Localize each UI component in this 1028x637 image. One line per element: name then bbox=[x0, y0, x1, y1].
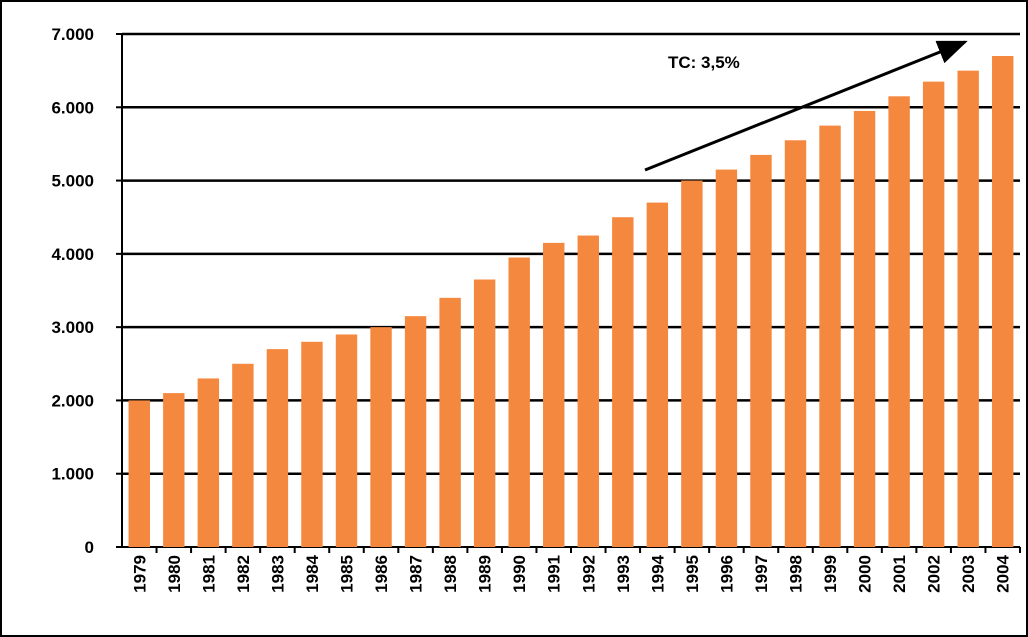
bar bbox=[715, 169, 738, 548]
bar bbox=[577, 235, 599, 548]
x-tick-label: 1999 bbox=[821, 555, 840, 593]
x-tick-label: 1996 bbox=[717, 555, 736, 593]
x-tick-label: 1982 bbox=[234, 555, 253, 593]
x-tick-label: 1990 bbox=[510, 555, 529, 593]
y-tick-label: 6.000 bbox=[51, 98, 94, 117]
y-tick-label: 2.000 bbox=[51, 391, 94, 410]
bar bbox=[163, 393, 185, 547]
y-tick-label: 5.000 bbox=[51, 172, 94, 191]
bar bbox=[197, 378, 220, 547]
bar bbox=[992, 55, 1014, 547]
x-tick-label: 1991 bbox=[545, 555, 564, 593]
bar bbox=[301, 341, 323, 547]
x-tick-label: 1995 bbox=[683, 555, 702, 593]
bar bbox=[922, 81, 945, 547]
x-tick-label: 2002 bbox=[925, 555, 944, 593]
bar bbox=[646, 202, 669, 548]
bar bbox=[128, 400, 150, 547]
x-tick-label: 2000 bbox=[856, 555, 875, 593]
x-tick-label: 2003 bbox=[959, 555, 978, 593]
x-tick-label: 1994 bbox=[648, 554, 667, 592]
x-tick-label: 1985 bbox=[338, 555, 357, 593]
x-tick-label: 1992 bbox=[579, 555, 598, 593]
bar bbox=[370, 327, 392, 547]
x-tick-label: 2001 bbox=[890, 555, 909, 593]
x-tick-label: 1981 bbox=[199, 555, 218, 593]
bar bbox=[335, 334, 358, 547]
bar bbox=[750, 154, 772, 547]
x-tick-label: 1983 bbox=[268, 555, 287, 593]
bar bbox=[266, 349, 289, 547]
x-tick-label: 1980 bbox=[165, 555, 184, 593]
trend-arrow bbox=[644, 40, 968, 172]
bar bbox=[508, 257, 530, 547]
x-tick-label: 1998 bbox=[787, 555, 806, 593]
bar bbox=[853, 110, 876, 547]
bar bbox=[888, 96, 910, 548]
x-tick-label: 1984 bbox=[303, 554, 322, 592]
x-tick-label: 1986 bbox=[372, 555, 391, 593]
bar bbox=[232, 363, 254, 547]
annotation: TC: 3,5% bbox=[668, 53, 740, 72]
bar bbox=[957, 70, 979, 548]
x-tick-label: 1993 bbox=[614, 555, 633, 593]
bar bbox=[473, 279, 496, 547]
y-tick-label: 1.000 bbox=[51, 465, 94, 484]
bar bbox=[404, 316, 427, 547]
x-tick-label: 1997 bbox=[752, 555, 771, 593]
x-tick-label: 2004 bbox=[994, 554, 1013, 592]
x-tick-label: 1989 bbox=[476, 555, 495, 593]
bar bbox=[681, 180, 703, 548]
x-tick-label: 1988 bbox=[441, 555, 460, 593]
bar bbox=[612, 217, 634, 547]
y-tick-label: 7.000 bbox=[51, 25, 94, 44]
y-tick-label: 3.000 bbox=[51, 318, 94, 337]
bar bbox=[819, 125, 841, 547]
x-tick-label: 1979 bbox=[130, 555, 149, 593]
y-tick-label: 4.000 bbox=[51, 245, 94, 264]
bar bbox=[439, 297, 461, 547]
y-tick-label: 0 bbox=[85, 538, 94, 557]
bar bbox=[543, 242, 565, 547]
x-tick-label: 1987 bbox=[407, 555, 426, 593]
bar bbox=[784, 140, 807, 547]
